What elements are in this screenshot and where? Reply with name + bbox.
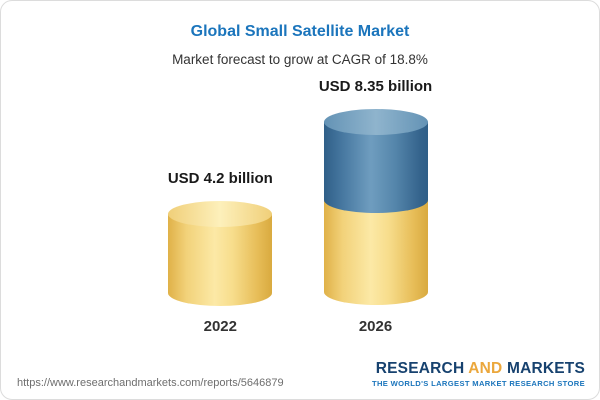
logo-wordmark: RESEARCH AND MARKETS bbox=[372, 360, 585, 378]
bar-2026-base-segment bbox=[323, 200, 428, 305]
bar-2026-top-cap bbox=[323, 109, 428, 135]
logo-word-and: AND bbox=[468, 360, 503, 378]
value-label-2022: USD 4.2 billion bbox=[167, 170, 273, 187]
bar-2026-cylinder bbox=[323, 109, 428, 306]
logo-tagline: THE WORLD'S LARGEST MARKET RESEARCH STOR… bbox=[371, 379, 585, 389]
value-label-2026: USD 8.35 billion bbox=[318, 78, 433, 95]
footer: https://www.researchandmarkets.com/repor… bbox=[17, 360, 585, 389]
logo-word-markets: MARKETS bbox=[502, 360, 585, 378]
bar-chart: USD 4.2 billion 2022 USD 8.35 billion 20… bbox=[1, 77, 599, 335]
chart-title: Global Small Satellite Market bbox=[190, 23, 410, 40]
chart-subtitle: Market forecast to grow at CAGR of 18.8% bbox=[172, 52, 428, 67]
research-and-markets-logo: RESEARCH AND MARKETS THE WORLD'S LARGEST… bbox=[372, 360, 585, 389]
bar-group-2022: USD 4.2 billion 2022 bbox=[168, 170, 273, 335]
bar-2026-growth-segment bbox=[323, 122, 428, 213]
bar-2022-body bbox=[168, 214, 273, 306]
year-label-2026: 2026 bbox=[358, 318, 393, 335]
bar-group-2026: USD 8.35 billion 2026 bbox=[319, 78, 432, 335]
logo-word-research: RESEARCH bbox=[375, 360, 469, 378]
chart-header: Global Small Satellite Market Market for… bbox=[1, 1, 599, 67]
year-label-2022: 2022 bbox=[203, 318, 237, 335]
report-url-link[interactable]: https://www.researchandmarkets.com/repor… bbox=[17, 377, 284, 389]
bar-2022-cylinder bbox=[168, 201, 273, 306]
bar-2022-top-cap bbox=[168, 201, 273, 227]
